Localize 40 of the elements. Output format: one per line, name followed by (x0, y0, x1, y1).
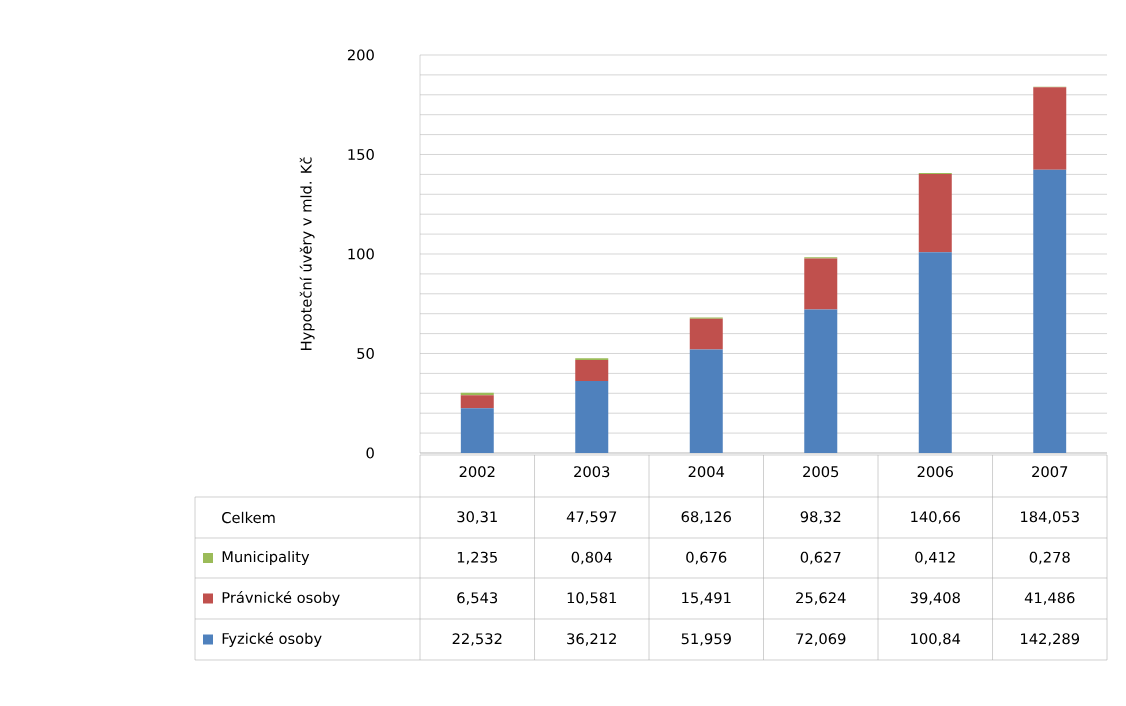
text: 140,66 (911, 511, 960, 524)
text: 184,053 (1021, 511, 1079, 524)
data-label: 41,486 (1024, 592, 1075, 605)
legend-label: Municipality (222, 550, 310, 566)
legend-label: Právnické osoby (222, 591, 340, 606)
data-label: 0,278 (1029, 551, 1070, 565)
data-label: 142,289 (1021, 633, 1080, 646)
data-label: 0,804 (571, 551, 612, 565)
data-label: 15,491 (682, 592, 731, 605)
text: 98,32 (800, 511, 841, 524)
text: 68,126 (681, 511, 731, 524)
y-axis-title: Hypoteční úvěry v mld. Kč (299, 157, 315, 350)
data-label: 100,84 (911, 633, 961, 646)
text: 47,597 (566, 511, 617, 524)
x-tick-label: 2003 (574, 466, 610, 478)
x-tick-label: 2002 (459, 466, 495, 478)
text: Celkem (222, 511, 275, 524)
data-label: 0,676 (686, 551, 727, 565)
x-tick-label: 2004 (688, 466, 725, 478)
data-label: 51,959 (681, 633, 731, 646)
data-label: 22,532 (452, 633, 502, 646)
x-tick-label: 2005 (803, 466, 839, 478)
x-tick-label: 2007 (1032, 466, 1068, 478)
data-label: 72,069 (796, 633, 846, 646)
y-tick-label: 100 (348, 248, 374, 260)
y-tick-label: 200 (347, 49, 374, 61)
data-label: 1,235 (457, 551, 497, 565)
y-tick-label: 150 (348, 148, 374, 161)
legend-label: Fyzické osoby (222, 632, 322, 647)
data-label: 25,624 (796, 592, 846, 605)
data-label: 6,543 (457, 592, 498, 605)
y-tick-label: 50 (357, 347, 374, 360)
x-tick-label: 2006 (917, 466, 953, 478)
data-label: 10,581 (567, 592, 617, 605)
data-label: 36,212 (567, 633, 616, 646)
data-label: 39,408 (910, 592, 960, 605)
data-label: 0,412 (915, 551, 955, 565)
data-label: 0,627 (800, 551, 841, 565)
y-tick-label: 0 (366, 447, 374, 459)
text: 30,31 (457, 511, 497, 524)
